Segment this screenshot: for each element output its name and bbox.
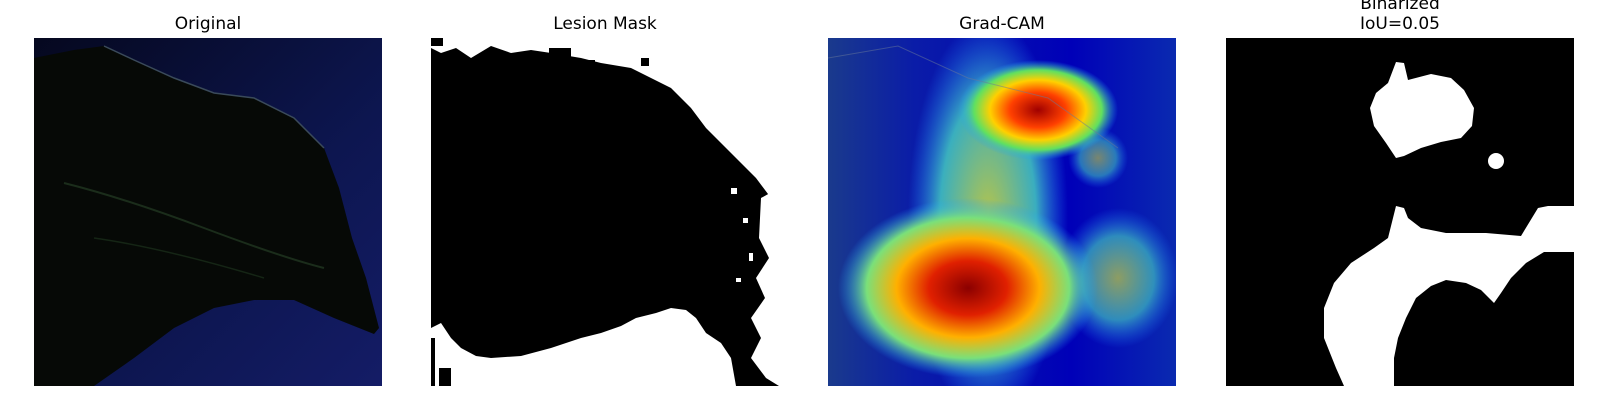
binarized-image — [1226, 38, 1574, 386]
cam-hotspot-top — [958, 60, 1118, 160]
leaf-vein — [63, 182, 325, 269]
cam-leaf-edge — [828, 45, 1119, 149]
grad-cam-image — [828, 38, 1176, 386]
cam-hotspot-bottom — [838, 198, 1098, 378]
leaf-edge — [103, 45, 325, 149]
original-image-svg — [34, 38, 382, 386]
leaf-shape — [34, 46, 379, 386]
grad-cam-svg — [828, 38, 1176, 386]
original-image — [34, 38, 382, 386]
leaf-vein-2 — [93, 237, 265, 279]
binarized-blob-dot — [1488, 153, 1504, 169]
mask-region-top — [431, 38, 779, 208]
lesion-mask-svg — [431, 38, 779, 386]
mask-region-right — [751, 188, 779, 386]
panel-title-original: Original — [174, 14, 242, 34]
panel-title-grad-cam: Grad-CAM — [959, 14, 1045, 34]
binarized-blob-top — [1370, 62, 1474, 158]
panel-subtitle-iou: IoU=0.05 — [1360, 14, 1440, 34]
binarized-svg — [1226, 38, 1574, 386]
binarized-blob-bottom — [1324, 206, 1574, 386]
panel-title-lesion-mask: Lesion Mask — [553, 14, 657, 34]
mask-region-bottom — [431, 308, 736, 386]
panel-title-binarized: Binarized — [1360, 0, 1440, 14]
lesion-mask-image — [431, 38, 779, 386]
